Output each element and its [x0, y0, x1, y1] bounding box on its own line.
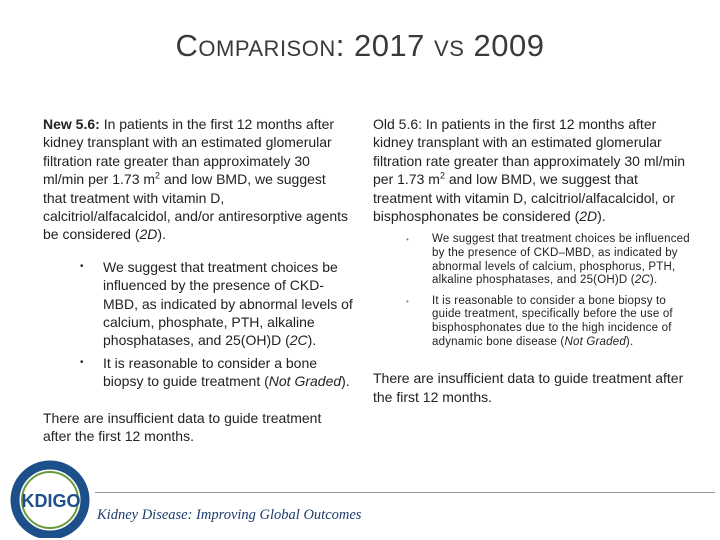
text-run: It is reasonable to consider a bone biop… [432, 294, 673, 348]
footer-rule [95, 492, 715, 493]
text-run: and low BMD, we suggest that treatment w… [43, 171, 349, 243]
text-run: It is reasonable to consider a bone biop… [103, 354, 318, 390]
intro: Old 5.6: In patients in the first 12 mon… [373, 115, 693, 225]
text-run: ). [649, 274, 658, 287]
text-run: ). [625, 335, 634, 348]
text-run: 2 [439, 170, 445, 181]
logo: KDIGO [10, 460, 90, 538]
text-run: ). [157, 226, 166, 243]
text-run: 2C [634, 274, 650, 287]
text-run: We suggest that treatment choices be inf… [432, 233, 690, 287]
text-run: Not Graded [268, 373, 342, 390]
text-run: and low BMD, we suggest that treatment w… [373, 171, 675, 225]
bullet-list: We suggest that treatment choices be inf… [373, 233, 693, 349]
bullet: We suggest that treatment choices be inf… [373, 233, 693, 287]
intro: New 5.6: In patients in the first 12 mon… [43, 115, 353, 244]
bullet: It is reasonable to consider a bone biop… [43, 354, 353, 391]
right-column: Old 5.6: In patients in the first 12 mon… [373, 115, 693, 406]
footer-text: There are insufficient data to guide tre… [373, 370, 684, 405]
left-column: New 5.6: In patients in the first 12 mon… [43, 115, 353, 446]
logo-ring [10, 460, 90, 538]
text-run: We suggest that treatment choices be inf… [103, 258, 353, 349]
slide-title: Comparison: 2017 vs 2009 [175, 28, 545, 63]
tagline: Kidney Disease: Improving Global Outcome… [97, 507, 362, 523]
text-run: ). [341, 373, 350, 390]
bullet: It is reasonable to consider a bone biop… [373, 295, 693, 349]
text-run: In patients in the first 12 months after… [43, 116, 335, 188]
logo-text: KDIGO [21, 491, 80, 511]
logo-inner [21, 471, 79, 529]
text-run: ). [307, 332, 317, 349]
text-run: 2 [155, 170, 161, 181]
text-run: 2C [289, 332, 308, 349]
text-run: Not Graded [564, 335, 626, 348]
text-run: 2D [139, 226, 158, 243]
bullet: We suggest that treatment choices be inf… [43, 258, 353, 350]
text-run: ). [597, 208, 606, 225]
text-run: New 5.6: [43, 116, 100, 132]
text-run: In patients in the first 12 months after… [373, 116, 686, 188]
footer-text: There are insufficient data to guide tre… [43, 409, 322, 445]
text-run: Old 5.6: [373, 116, 423, 132]
text-run: 2D [579, 208, 598, 225]
bullet-list: We suggest that treatment choices be inf… [43, 258, 353, 391]
